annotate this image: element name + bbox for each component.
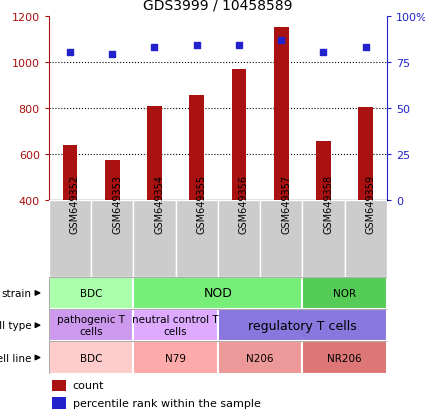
Bar	[218, 201, 260, 277]
Bar	[147, 106, 162, 201]
Bar	[133, 342, 218, 374]
Point	[320, 50, 327, 57]
Title: GDS3999 / 10458589: GDS3999 / 10458589	[143, 0, 292, 12]
Text: BDC: BDC	[80, 288, 102, 298]
Text: GSM649357: GSM649357	[281, 174, 291, 233]
Text: GSM649359: GSM649359	[366, 174, 376, 233]
Bar	[62, 145, 77, 201]
Bar	[52, 397, 66, 409]
Text: count: count	[73, 380, 104, 391]
Bar	[232, 69, 246, 201]
Bar	[316, 142, 331, 201]
Text: GSM649354: GSM649354	[154, 174, 164, 233]
Point	[235, 43, 242, 49]
Text: GSM649358: GSM649358	[323, 174, 333, 233]
Bar	[218, 309, 387, 342]
Text: percentile rank within the sample: percentile rank within the sample	[73, 398, 261, 408]
Text: N79: N79	[165, 353, 186, 363]
Bar	[49, 309, 133, 342]
Bar	[358, 107, 373, 201]
Text: BDC: BDC	[80, 353, 102, 363]
Bar	[49, 201, 91, 277]
Point	[193, 43, 200, 49]
Text: NR206: NR206	[327, 353, 362, 363]
Bar	[91, 201, 133, 277]
Point	[151, 45, 158, 51]
Text: neutral control T
cells: neutral control T cells	[132, 315, 219, 336]
Text: cell type: cell type	[0, 320, 32, 330]
Bar	[49, 277, 133, 309]
Bar	[133, 309, 218, 342]
Bar	[274, 28, 289, 201]
Point	[362, 45, 369, 51]
Text: NOD: NOD	[204, 287, 232, 300]
Text: strain: strain	[2, 288, 32, 298]
Point	[278, 37, 285, 44]
Bar	[345, 201, 387, 277]
Text: NOR: NOR	[333, 288, 356, 298]
Bar	[302, 277, 387, 309]
Bar	[176, 201, 218, 277]
Text: pathogenic T
cells: pathogenic T cells	[57, 315, 125, 336]
Bar	[260, 201, 302, 277]
Text: GSM649356: GSM649356	[239, 174, 249, 233]
Bar	[302, 342, 387, 374]
Bar	[218, 342, 302, 374]
Bar	[49, 342, 133, 374]
Bar	[133, 277, 302, 309]
Bar	[189, 96, 204, 201]
Bar	[52, 380, 66, 392]
Text: regulatory T cells: regulatory T cells	[248, 319, 357, 332]
Text: N206: N206	[246, 353, 274, 363]
Text: cell line: cell line	[0, 353, 32, 363]
Point	[109, 52, 116, 59]
Bar	[133, 201, 176, 277]
Bar	[302, 201, 345, 277]
Bar	[105, 160, 119, 201]
Text: GSM649355: GSM649355	[197, 174, 207, 233]
Point	[67, 50, 74, 57]
Text: GSM649353: GSM649353	[112, 174, 122, 233]
Text: GSM649352: GSM649352	[70, 174, 80, 233]
